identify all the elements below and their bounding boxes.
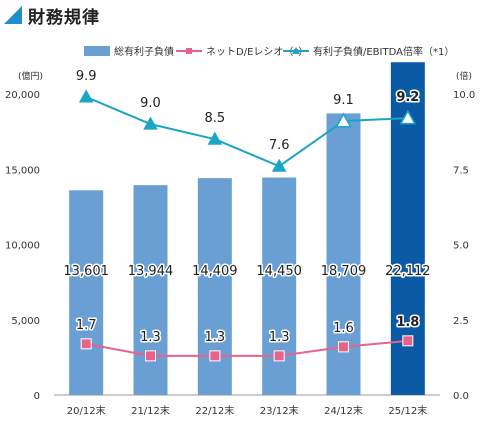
right-axis-tick-label: 7.5 (453, 165, 469, 176)
line-debt-ebitda (85, 96, 408, 168)
de-ratio-label-halo: 1.3 (204, 330, 225, 345)
marker-de-ratio (145, 350, 156, 362)
bar-value-label-halo: 14,409 (192, 264, 238, 279)
marker-de-ratio (273, 350, 285, 362)
x-axis-tick-label: 25/12末 (388, 404, 427, 417)
de-ratio-label-halo: 1.6 (333, 321, 354, 336)
right-axis-ticks: 0.0 2.5 5.0 7.5 10.0 (453, 90, 475, 402)
debt-ebitda-label: 9.9 (76, 69, 97, 84)
bar-total-debt (197, 178, 232, 395)
marker-debt-ebitda (271, 158, 287, 172)
legend-label-debt: 総有利子負債 (114, 45, 174, 58)
marker-de-ratio (80, 338, 92, 350)
bar-value-label-halo: 14,450 (256, 264, 302, 279)
bar-total-debt (69, 190, 104, 395)
line-series (78, 89, 417, 362)
x-axis-tick-label: 20/12末 (67, 404, 106, 417)
debt-ebitda-label-halo: 9.0 (140, 96, 161, 111)
x-axis-tick-label: 22/12末 (195, 404, 234, 417)
bar-value-label-halo: 22,112 (385, 264, 431, 279)
title-accent-icon (4, 6, 22, 24)
bar-value-label: 22,112 (385, 264, 431, 279)
x-axis-tick-label: 24/12末 (324, 404, 363, 417)
right-axis-tick-label: 5.0 (453, 241, 469, 252)
bar-value-label: 14,409 (192, 264, 238, 279)
bar-total-debt (326, 113, 361, 395)
left-axis-tick-label: 20,000 (5, 90, 40, 101)
debt-ebitda-label-halo: 8.5 (204, 111, 225, 126)
marker-debt-ebitda (143, 116, 158, 130)
marker-debt-ebitda (207, 131, 223, 145)
left-axis-tick-label: 5,000 (11, 316, 40, 327)
right-axis-tick-label: 0.0 (453, 391, 469, 402)
bar-value-label: 14,450 (256, 264, 302, 279)
legend-label-ebitda: 有利子負債/EBITDA倍率（*1） (313, 45, 454, 58)
bar-total-debt (133, 185, 168, 395)
de-ratio-label-halo: 1.7 (76, 318, 97, 333)
right-axis-tick-label: 2.5 (453, 316, 469, 327)
left-axis-ticks: 0 5,000 10,000 15,000 20,000 (5, 90, 40, 402)
left-axis-tick-label: 15,000 (5, 165, 40, 176)
bar-value-label-halo: 13,944 (128, 264, 174, 279)
marker-de-ratio (338, 341, 349, 353)
x-axis-ticks: 20/12末 21/12末 22/12末 23/12末 24/12末 25/12末 (67, 404, 427, 417)
legend-marker-ebitda (292, 47, 300, 54)
x-axis-tick-label: 23/12末 (260, 404, 299, 417)
bar-value-label: 13,944 (128, 264, 174, 279)
bar-value-label: 13,601 (63, 264, 109, 279)
debt-ebitda-label-halo: 9.2 (396, 90, 419, 105)
legend-label-de: ネットD/Eレシオ（*） (206, 46, 308, 58)
de-ratio-label: 1.7 (76, 318, 97, 333)
debt-ebitda-label-halo: 7.6 (269, 138, 290, 153)
marker-debt-ebitda (335, 112, 352, 128)
bar-value-label-halo: 13,601 (63, 264, 109, 279)
de-ratio-label: 1.3 (204, 330, 225, 345)
debt-ebitda-label: 8.5 (204, 111, 225, 126)
legend-marker-de (186, 48, 192, 54)
marker-de-ratio (209, 350, 221, 362)
right-axis-tick-label: 10.0 (453, 90, 475, 101)
right-axis-unit: (倍) (456, 70, 472, 82)
bar-value-label-halo: 18,709 (321, 264, 367, 279)
left-axis-unit: (億円) (18, 70, 43, 82)
de-ratio-label: 1.6 (333, 321, 354, 336)
debt-ebitda-label-halo: 9.9 (76, 69, 97, 84)
de-ratio-label: 1.8 (396, 315, 419, 330)
line-de-ratio (85, 339, 408, 357)
bar-value-label: 18,709 (321, 264, 367, 279)
left-axis-tick-label: 0 (34, 391, 40, 402)
left-axis-tick-label: 10,000 (5, 241, 40, 252)
de-ratio-label-halo: 1.3 (269, 330, 290, 345)
marker-debt-ebitda (78, 89, 94, 103)
debt-ebitda-label: 9.2 (396, 90, 419, 105)
bar-total-debt (262, 177, 297, 395)
debt-ebitda-label: 9.1 (333, 93, 354, 108)
de-ratio-label-halo: 1.8 (396, 315, 419, 330)
title-text: 財務規律 (28, 7, 100, 28)
page-title: 財務規律 (4, 4, 100, 28)
marker-de-ratio (402, 335, 414, 347)
debt-ebitda-label-halo: 9.1 (333, 93, 354, 108)
debt-ebitda-label: 9.0 (140, 96, 161, 111)
de-ratio-label: 1.3 (269, 330, 290, 345)
legend: 総有利子負債 ネットD/Eレシオ（*） 有利子負債/EBITDA倍率（*1） (84, 45, 454, 58)
marker-debt-ebitda (399, 109, 417, 125)
de-ratio-label: 1.3 (140, 330, 161, 345)
de-ratio-label-halo: 1.3 (140, 330, 161, 345)
legend-swatch-debt (84, 46, 110, 56)
x-axis-tick-label: 21/12末 (131, 404, 170, 417)
debt-ebitda-label: 7.6 (269, 138, 290, 153)
